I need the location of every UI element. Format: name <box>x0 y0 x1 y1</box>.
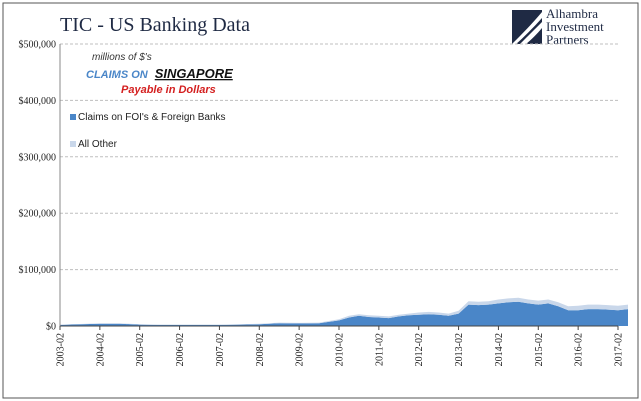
logo-line-3: Partners <box>546 32 589 47</box>
x-tick-label: 2009-02 <box>295 333 306 366</box>
x-tick-label: 2013-02 <box>454 333 465 366</box>
legend-label-foi: Claims on FOI's & Foreign Banks <box>78 112 226 123</box>
gridlines <box>60 43 618 271</box>
x-tick-label: 2006-02 <box>175 333 186 366</box>
x-tick-label: 2014-02 <box>494 333 505 366</box>
x-tick-label: 2007-02 <box>215 333 226 366</box>
area-series-group <box>60 297 628 326</box>
y-axis: $0 $100,000 $200,000 $300,000 $400,000 $500,0… <box>19 40 57 333</box>
x-tick-label: 2012-02 <box>414 333 425 366</box>
y-tick-label: $200,000 <box>19 209 57 220</box>
y-tick-label: $100,000 <box>19 265 57 276</box>
x-tick-label: 2005-02 <box>135 333 146 366</box>
x-axis: 2003-02 2004-02 2005-02 2006-02 2007-02 2008-… <box>56 326 625 366</box>
y-tick-label: $300,000 <box>19 152 57 163</box>
logo-line-1: Alhambra <box>546 6 598 21</box>
x-tick-label: 2004-02 <box>95 333 106 366</box>
area-series-foi-banks <box>60 301 628 326</box>
area-series-all-other <box>60 297 628 325</box>
y-tick-label: $500,000 <box>19 40 57 51</box>
x-tick-label: 2008-02 <box>255 333 266 366</box>
legend-label-other: All Other <box>78 139 118 150</box>
x-tick-label: 2011-02 <box>374 333 385 366</box>
legend-swatch-foi <box>70 114 76 120</box>
x-tick-label: 2010-02 <box>335 333 346 366</box>
country-label: SINGAPORE <box>155 66 233 81</box>
x-tick-label: 2003-02 <box>56 333 67 366</box>
x-tick-label: 2017-02 <box>614 333 625 366</box>
payable-label: Payable in Dollars <box>121 84 216 96</box>
legend: Claims on FOI's & Foreign Banks All Othe… <box>70 112 226 150</box>
company-logo: Alhambra Investment Partners <box>512 6 604 47</box>
logo-line-2: Investment <box>546 19 604 34</box>
legend-swatch-other <box>70 141 76 147</box>
y-tick-label: $0 <box>46 322 56 333</box>
units-label: millions of $'s <box>92 52 152 63</box>
logo-swoosh-2 <box>520 22 542 44</box>
y-tick-label: $400,000 <box>19 96 57 107</box>
claims-on-label: CLAIMS ON <box>86 69 149 81</box>
x-tick-label: 2015-02 <box>534 333 545 366</box>
x-tick-label: 2016-02 <box>574 333 585 366</box>
chart-title: TIC - US Banking Data <box>60 14 250 36</box>
claims-heading: CLAIMS ON SINGAPORE <box>86 65 233 82</box>
